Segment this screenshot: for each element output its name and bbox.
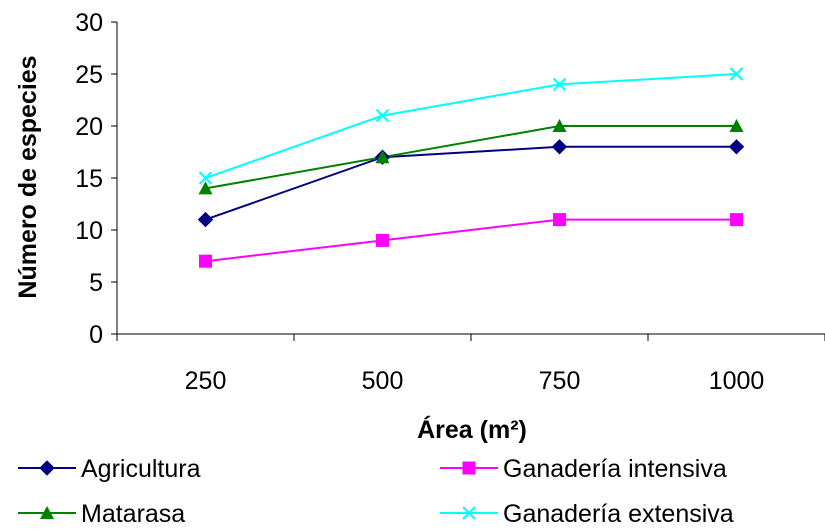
y-tick-labels: 0 5 10 15 20 25 30 — [75, 9, 103, 349]
data-point — [197, 211, 214, 228]
legend-label: Ganadería intensiva — [503, 455, 727, 483]
y-tick-label: 30 — [75, 9, 103, 37]
data-point — [551, 139, 568, 155]
data-point — [375, 108, 390, 123]
data-point — [728, 139, 745, 155]
data-point — [375, 150, 390, 164]
data-point — [729, 67, 744, 81]
legend-marker — [39, 460, 55, 476]
data-point — [198, 171, 213, 185]
legend-marker — [462, 506, 476, 520]
series-markers — [197, 67, 745, 268]
x-tick-label: 250 — [185, 367, 227, 395]
legend-item: Ganadería extensiva — [440, 500, 734, 528]
data-point — [553, 213, 566, 227]
data-point — [730, 213, 743, 227]
y-axis-title: Número de especies — [14, 55, 42, 298]
y-tick-label: 25 — [75, 61, 103, 89]
legend-label: Matarasa — [81, 500, 185, 528]
axes — [111, 21, 825, 341]
legend-item: Matarasa — [18, 500, 185, 528]
legend-label: Agricultura — [81, 455, 201, 483]
y-tick-label: 0 — [89, 321, 103, 349]
data-point — [552, 119, 567, 132]
x-tick-label: 750 — [539, 367, 581, 395]
data-point — [198, 181, 213, 195]
x-tick-labels: 250 500 750 1000 — [185, 367, 765, 395]
data-point — [552, 77, 567, 92]
y-tick-label: 10 — [75, 217, 103, 245]
legend-marker — [40, 506, 54, 519]
data-point — [729, 119, 744, 132]
series-line — [205, 218, 737, 263]
series-line — [205, 73, 737, 179]
x-axis-title: Área (m²) — [417, 415, 527, 444]
legend-item: Agricultura — [18, 455, 201, 483]
series-lines — [205, 73, 737, 263]
series-line — [205, 125, 737, 190]
series-line — [205, 145, 737, 221]
data-point — [376, 233, 389, 247]
x-tick-label: 500 — [362, 367, 404, 395]
y-tick-label: 15 — [75, 165, 103, 193]
y-tick-label: 20 — [75, 113, 103, 141]
data-point — [199, 254, 212, 268]
y-tick-label: 5 — [89, 269, 103, 297]
x-tick-label: 1000 — [709, 367, 765, 395]
legend-label: Ganadería extensiva — [503, 500, 734, 528]
legend-item: Ganadería intensiva — [440, 455, 727, 483]
legend-marker — [462, 461, 476, 475]
legend: Agricultura Ganadería intensiva Matarasa Ga… — [18, 455, 734, 528]
